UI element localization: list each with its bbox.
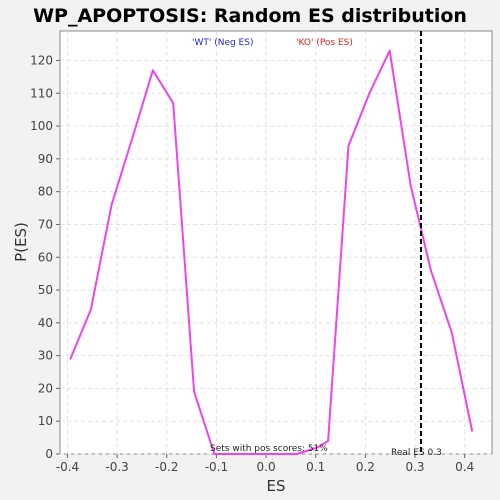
x-axis-ticks: -0.4 -0.3 -0.2 -0.1 0.0 0.1 0.2 0.3 0.4: [56, 454, 474, 474]
data-point: [131, 138, 133, 141]
data-point: [172, 102, 175, 104]
data-point: [296, 453, 298, 455]
real-es-annotation: Real ES 0.3: [391, 448, 442, 458]
data-point: [254, 453, 257, 455]
x-tick-label: 0.1: [306, 460, 325, 474]
data-point: [347, 144, 350, 147]
data-point: [234, 453, 237, 455]
data-point: [316, 446, 319, 449]
data-point: [450, 331, 453, 334]
y-tick-label: 0: [45, 447, 53, 461]
y-axis-label: P(ES): [12, 222, 30, 262]
data-point: [89, 308, 92, 311]
x-axis-label: ES: [267, 477, 286, 495]
y-tick-label: 50: [38, 283, 53, 297]
x-tick-label: -0.4: [56, 460, 79, 474]
y-tick-label: 10: [38, 414, 53, 428]
data-point: [368, 92, 371, 95]
pos-scores-annotation: Sets with pos scores: 51%: [210, 444, 328, 454]
data-point: [193, 390, 195, 393]
y-tick-label: 100: [30, 119, 53, 133]
legend-item-pos-es: 'KO' (Pos ES): [296, 38, 353, 48]
plot-area: [59, 30, 493, 455]
y-tick-label: 40: [38, 316, 53, 330]
data-point: [152, 69, 154, 72]
data-point: [275, 453, 278, 455]
x-tick-label: -0.2: [155, 460, 178, 474]
legend-item-neg-es: 'WT' (Neg ES): [192, 38, 253, 48]
y-tick-label: 20: [38, 381, 53, 395]
x-tick-label: 0.2: [356, 460, 375, 474]
x-tick-label: 0.4: [455, 460, 474, 474]
data-point: [430, 269, 432, 272]
data-point: [388, 49, 391, 52]
y-tick-label: 70: [38, 217, 53, 231]
x-tick-label: 0.3: [405, 460, 424, 474]
x-tick-label: -0.3: [105, 460, 128, 474]
data-point: [69, 358, 72, 360]
data-point: [471, 430, 473, 432]
y-tick-label: 90: [38, 152, 53, 166]
data-point: [409, 184, 412, 186]
y-tick-label: 30: [38, 349, 53, 363]
y-tick-label: 80: [38, 185, 53, 199]
x-tick-label: 0.0: [257, 460, 276, 474]
data-point: [327, 440, 329, 442]
y-tick-label: 110: [30, 86, 53, 100]
y-tick-label: 120: [30, 54, 53, 68]
chart-title: WP_APOPTOSIS: Random ES distribution: [33, 5, 467, 27]
data-point: [213, 453, 216, 455]
y-tick-label: 60: [38, 250, 53, 264]
data-point: [110, 203, 113, 206]
x-tick-label: -0.1: [205, 460, 228, 474]
y-axis-ticks: 0 10 20 30 40 50 60 70 80 90 100 110 120: [30, 54, 60, 461]
series-layer: [69, 49, 474, 455]
